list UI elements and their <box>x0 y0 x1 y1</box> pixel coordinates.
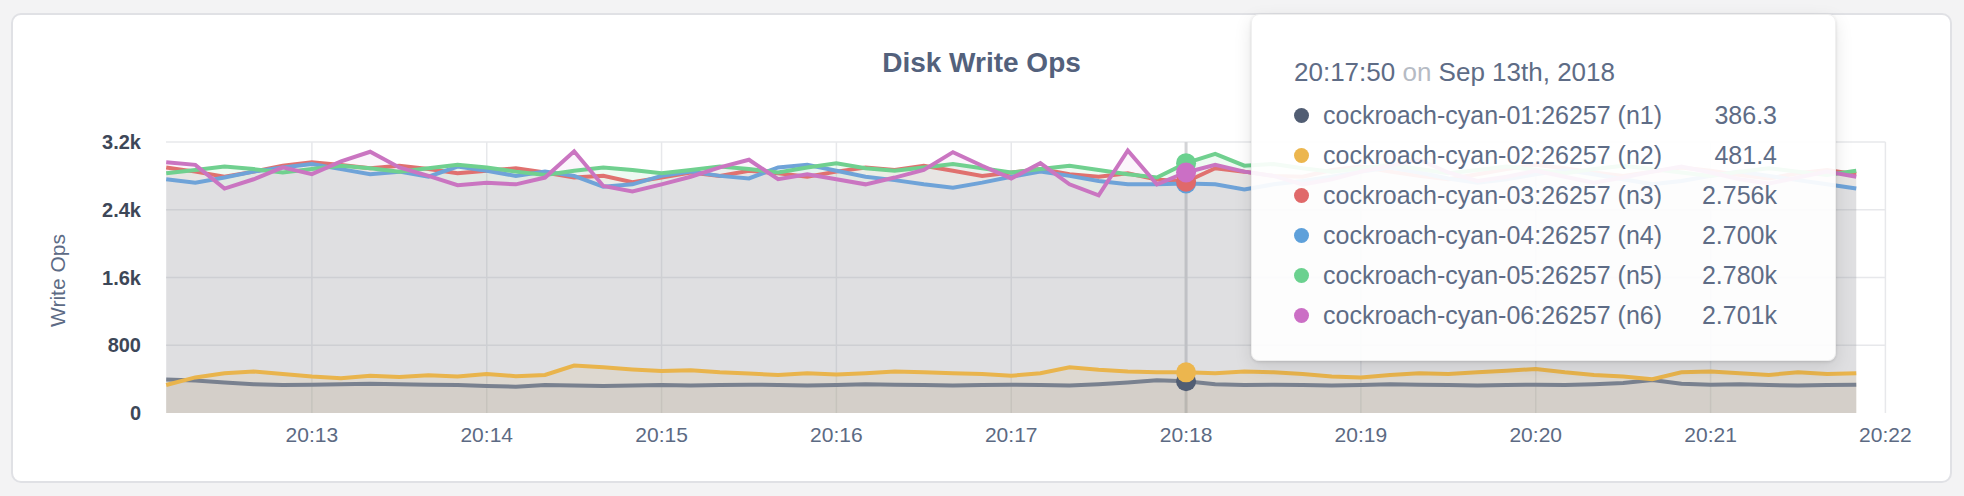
tooltip-row: cockroach-cyan-01:26257 (n1) 386.3 <box>1294 95 1777 135</box>
tooltip-row: cockroach-cyan-02:26257 (n2) 481.4 <box>1294 135 1777 175</box>
series-value: 2.701k <box>1702 301 1777 330</box>
tooltip-time: 20:17:50 <box>1294 57 1395 87</box>
series-value: 2.700k <box>1702 221 1777 250</box>
series-name: cockroach-cyan-02:26257 (n2) <box>1323 141 1662 170</box>
series-value: 2.780k <box>1702 261 1777 290</box>
x-tick-label: 20:14 <box>460 423 513 446</box>
series-name: cockroach-cyan-01:26257 (n1) <box>1323 101 1662 130</box>
series-value: 2.756k <box>1702 181 1777 210</box>
tooltip-row: cockroach-cyan-05:26257 (n5) 2.780k <box>1294 255 1777 295</box>
x-tick-label: 20:19 <box>1335 423 1388 446</box>
series-dot-icon <box>1294 268 1309 283</box>
hover-dot-n2 <box>1176 362 1196 382</box>
series-dot-icon <box>1294 148 1309 163</box>
series-dot-icon <box>1294 228 1309 243</box>
tooltip-conjunction: on <box>1402 57 1431 87</box>
series-name: cockroach-cyan-03:26257 (n3) <box>1323 181 1662 210</box>
x-tick-label: 20:17 <box>985 423 1038 446</box>
series-value: 386.3 <box>1714 101 1777 130</box>
chart-tooltip: 20:17:50 on Sep 13th, 2018 cockroach-cya… <box>1251 14 1836 361</box>
x-tick-label: 20:18 <box>1160 423 1213 446</box>
series-dot-icon <box>1294 188 1309 203</box>
x-tick-label: 20:16 <box>810 423 863 446</box>
tooltip-header: 20:17:50 on Sep 13th, 2018 <box>1294 57 1777 87</box>
hover-dot-n6 <box>1176 162 1196 182</box>
x-tick-label: 20:20 <box>1509 423 1562 446</box>
series-name: cockroach-cyan-06:26257 (n6) <box>1323 301 1662 330</box>
tooltip-date: Sep 13th, 2018 <box>1439 57 1615 87</box>
x-tick-label: 20:13 <box>286 423 339 446</box>
tooltip-row: cockroach-cyan-04:26257 (n4) 2.700k <box>1294 215 1777 255</box>
x-tick-label: 20:21 <box>1684 423 1737 446</box>
x-tick-label: 20:15 <box>635 423 688 446</box>
y-tick-label: 0 <box>130 402 141 424</box>
series-name: cockroach-cyan-05:26257 (n5) <box>1323 261 1662 290</box>
series-name: cockroach-cyan-04:26257 (n4) <box>1323 221 1662 250</box>
tooltip-row: cockroach-cyan-03:26257 (n3) 2.756k <box>1294 175 1777 215</box>
tooltip-row: cockroach-cyan-06:26257 (n6) 2.701k <box>1294 295 1777 335</box>
tooltip-rows: cockroach-cyan-01:26257 (n1)386.3cockroa… <box>1294 95 1777 335</box>
x-tick-label: 20:22 <box>1859 423 1912 446</box>
y-tick-label: 1.6k <box>102 267 142 289</box>
series-value: 481.4 <box>1714 141 1777 170</box>
y-tick-label: 800 <box>108 334 141 356</box>
y-tick-label: 3.2k <box>102 131 142 153</box>
y-tick-label: 2.4k <box>102 199 142 221</box>
series-dot-icon <box>1294 308 1309 323</box>
series-dot-icon <box>1294 108 1309 123</box>
